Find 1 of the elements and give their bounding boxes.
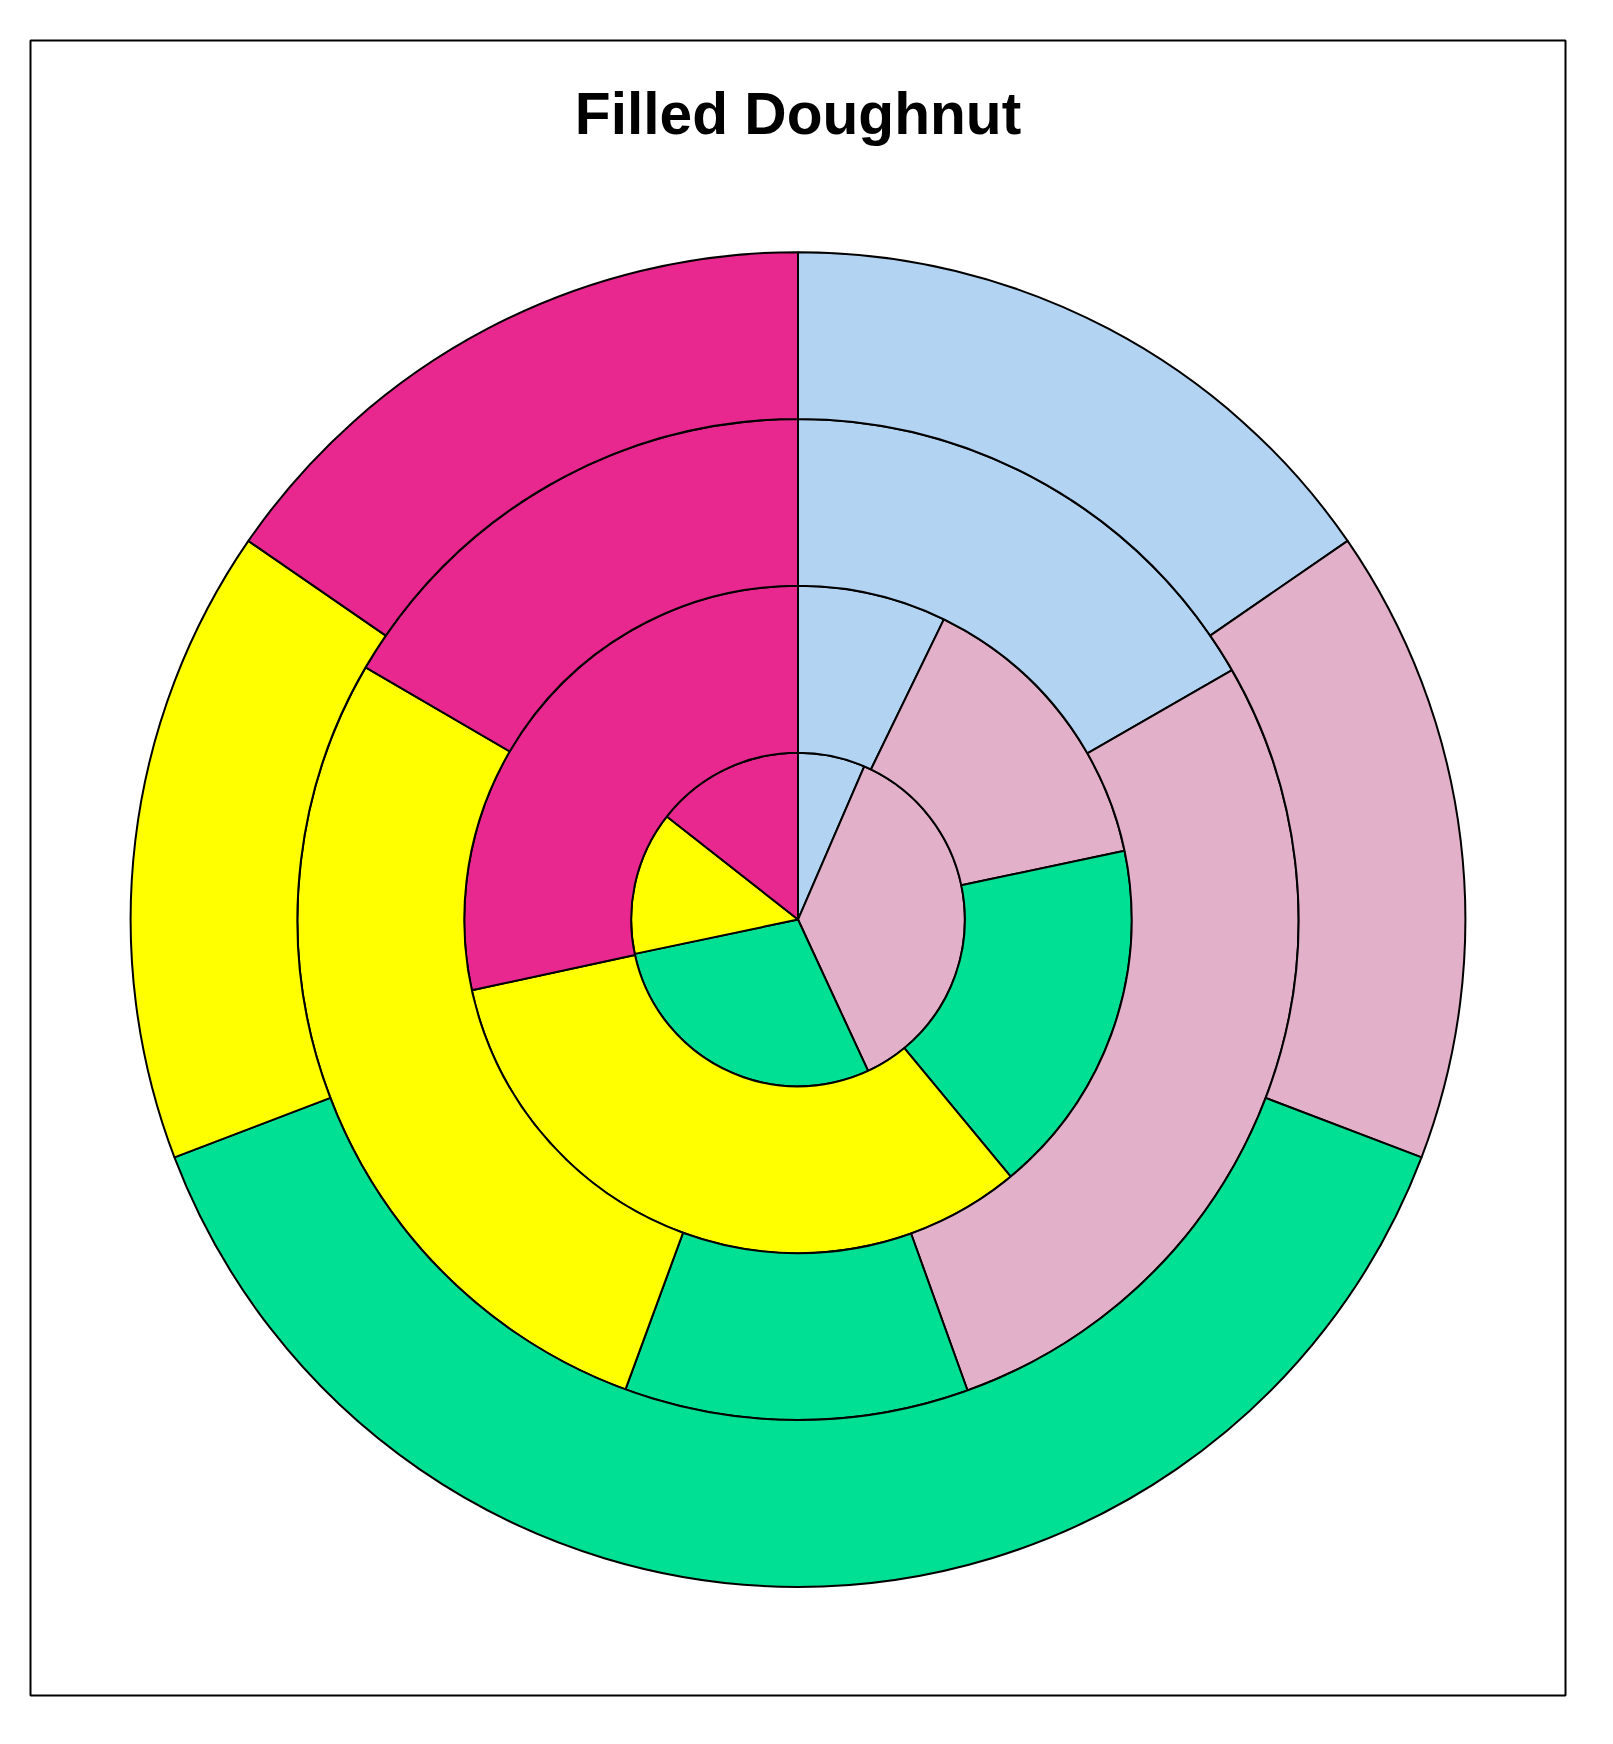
chart-title: Filled Doughnut (574, 80, 1022, 146)
